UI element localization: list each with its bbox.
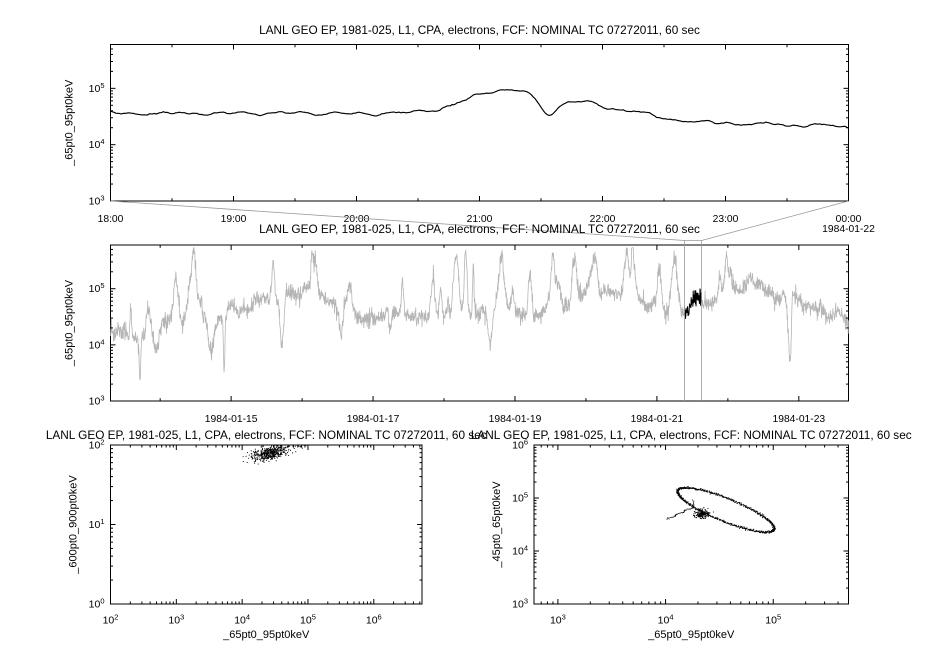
svg-text:1984-01-17: 1984-01-17 <box>347 414 400 425</box>
svg-text:1984-01-19: 1984-01-19 <box>489 414 542 425</box>
svg-text:18:00: 18:00 <box>98 214 124 225</box>
svg-text:_65pt0_95pt0keV: _65pt0_95pt0keV <box>64 79 76 167</box>
svg-text:1984-01-22: 1984-01-22 <box>822 224 875 235</box>
svg-text:_65pt0_95pt0keV: _65pt0_95pt0keV <box>222 629 310 641</box>
svg-text:LANL GEO EP, 1981-025, L1, CPA: LANL GEO EP, 1981-025, L1, CPA, electron… <box>259 23 700 37</box>
svg-text:_600pt0_900pt0keV: _600pt0_900pt0keV <box>68 475 80 575</box>
svg-text:_45pt0_65pt0keV: _45pt0_65pt0keV <box>491 481 503 569</box>
svg-text:1984-01-21: 1984-01-21 <box>631 414 684 425</box>
svg-text:LANL GEO EP, 1981-025, L1, CPA: LANL GEO EP, 1981-025, L1, CPA, electron… <box>46 428 487 442</box>
svg-text:LANL GEO EP, 1981-025, L1, CPA: LANL GEO EP, 1981-025, L1, CPA, electron… <box>259 222 700 236</box>
svg-text:1984-01-15: 1984-01-15 <box>205 414 258 425</box>
svg-text:19:00: 19:00 <box>221 214 247 225</box>
svg-text:1984-01-23: 1984-01-23 <box>772 414 825 425</box>
svg-text:_65pt0_95pt0keV: _65pt0_95pt0keV <box>647 629 735 641</box>
svg-text:23:00: 23:00 <box>713 214 739 225</box>
svg-text:_65pt0_95pt0keV: _65pt0_95pt0keV <box>64 279 76 367</box>
svg-text:LANL GEO EP, 1981-025, L1, CPA: LANL GEO EP, 1981-025, L1, CPA, electron… <box>471 428 912 442</box>
